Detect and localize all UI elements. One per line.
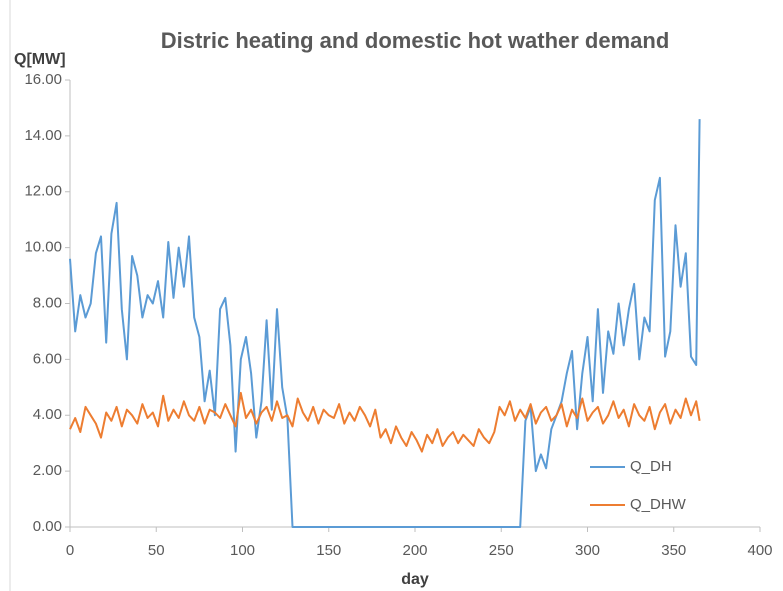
x-tick-label: 250 — [489, 542, 514, 559]
y-tick-label: 12.00 — [24, 183, 62, 200]
data-line — [69, 391, 701, 453]
y-tick-label: 6.00 — [33, 350, 62, 367]
x-tick-label: 200 — [402, 542, 427, 559]
y-tick-label: 16.00 — [24, 71, 62, 88]
x-tick-label: 100 — [230, 542, 255, 559]
x-tick-label: 350 — [661, 542, 686, 559]
x-tick-label: 300 — [575, 542, 600, 559]
x-tick-label: 50 — [148, 542, 165, 559]
y-tick-label: 0.00 — [33, 518, 62, 535]
y-axis-label: Q[MW] — [14, 51, 66, 68]
y-tick-label: 14.00 — [24, 127, 62, 144]
legend-label: Q_DH — [630, 458, 672, 475]
x-tick-label: 150 — [316, 542, 341, 559]
x-tick-label: 0 — [66, 542, 74, 559]
y-tick-label: 4.00 — [33, 406, 62, 423]
legend-label: Q_DHW — [630, 496, 687, 513]
y-tick-label: 10.00 — [24, 239, 62, 256]
y-tick-label: 8.00 — [33, 294, 62, 311]
y-tick-label: 2.00 — [33, 462, 62, 479]
x-tick-label: 400 — [747, 542, 772, 559]
data-line — [69, 119, 701, 528]
x-axis-label: day — [401, 571, 429, 588]
chart-title: Distric heating and domestic hot wather … — [161, 28, 670, 53]
